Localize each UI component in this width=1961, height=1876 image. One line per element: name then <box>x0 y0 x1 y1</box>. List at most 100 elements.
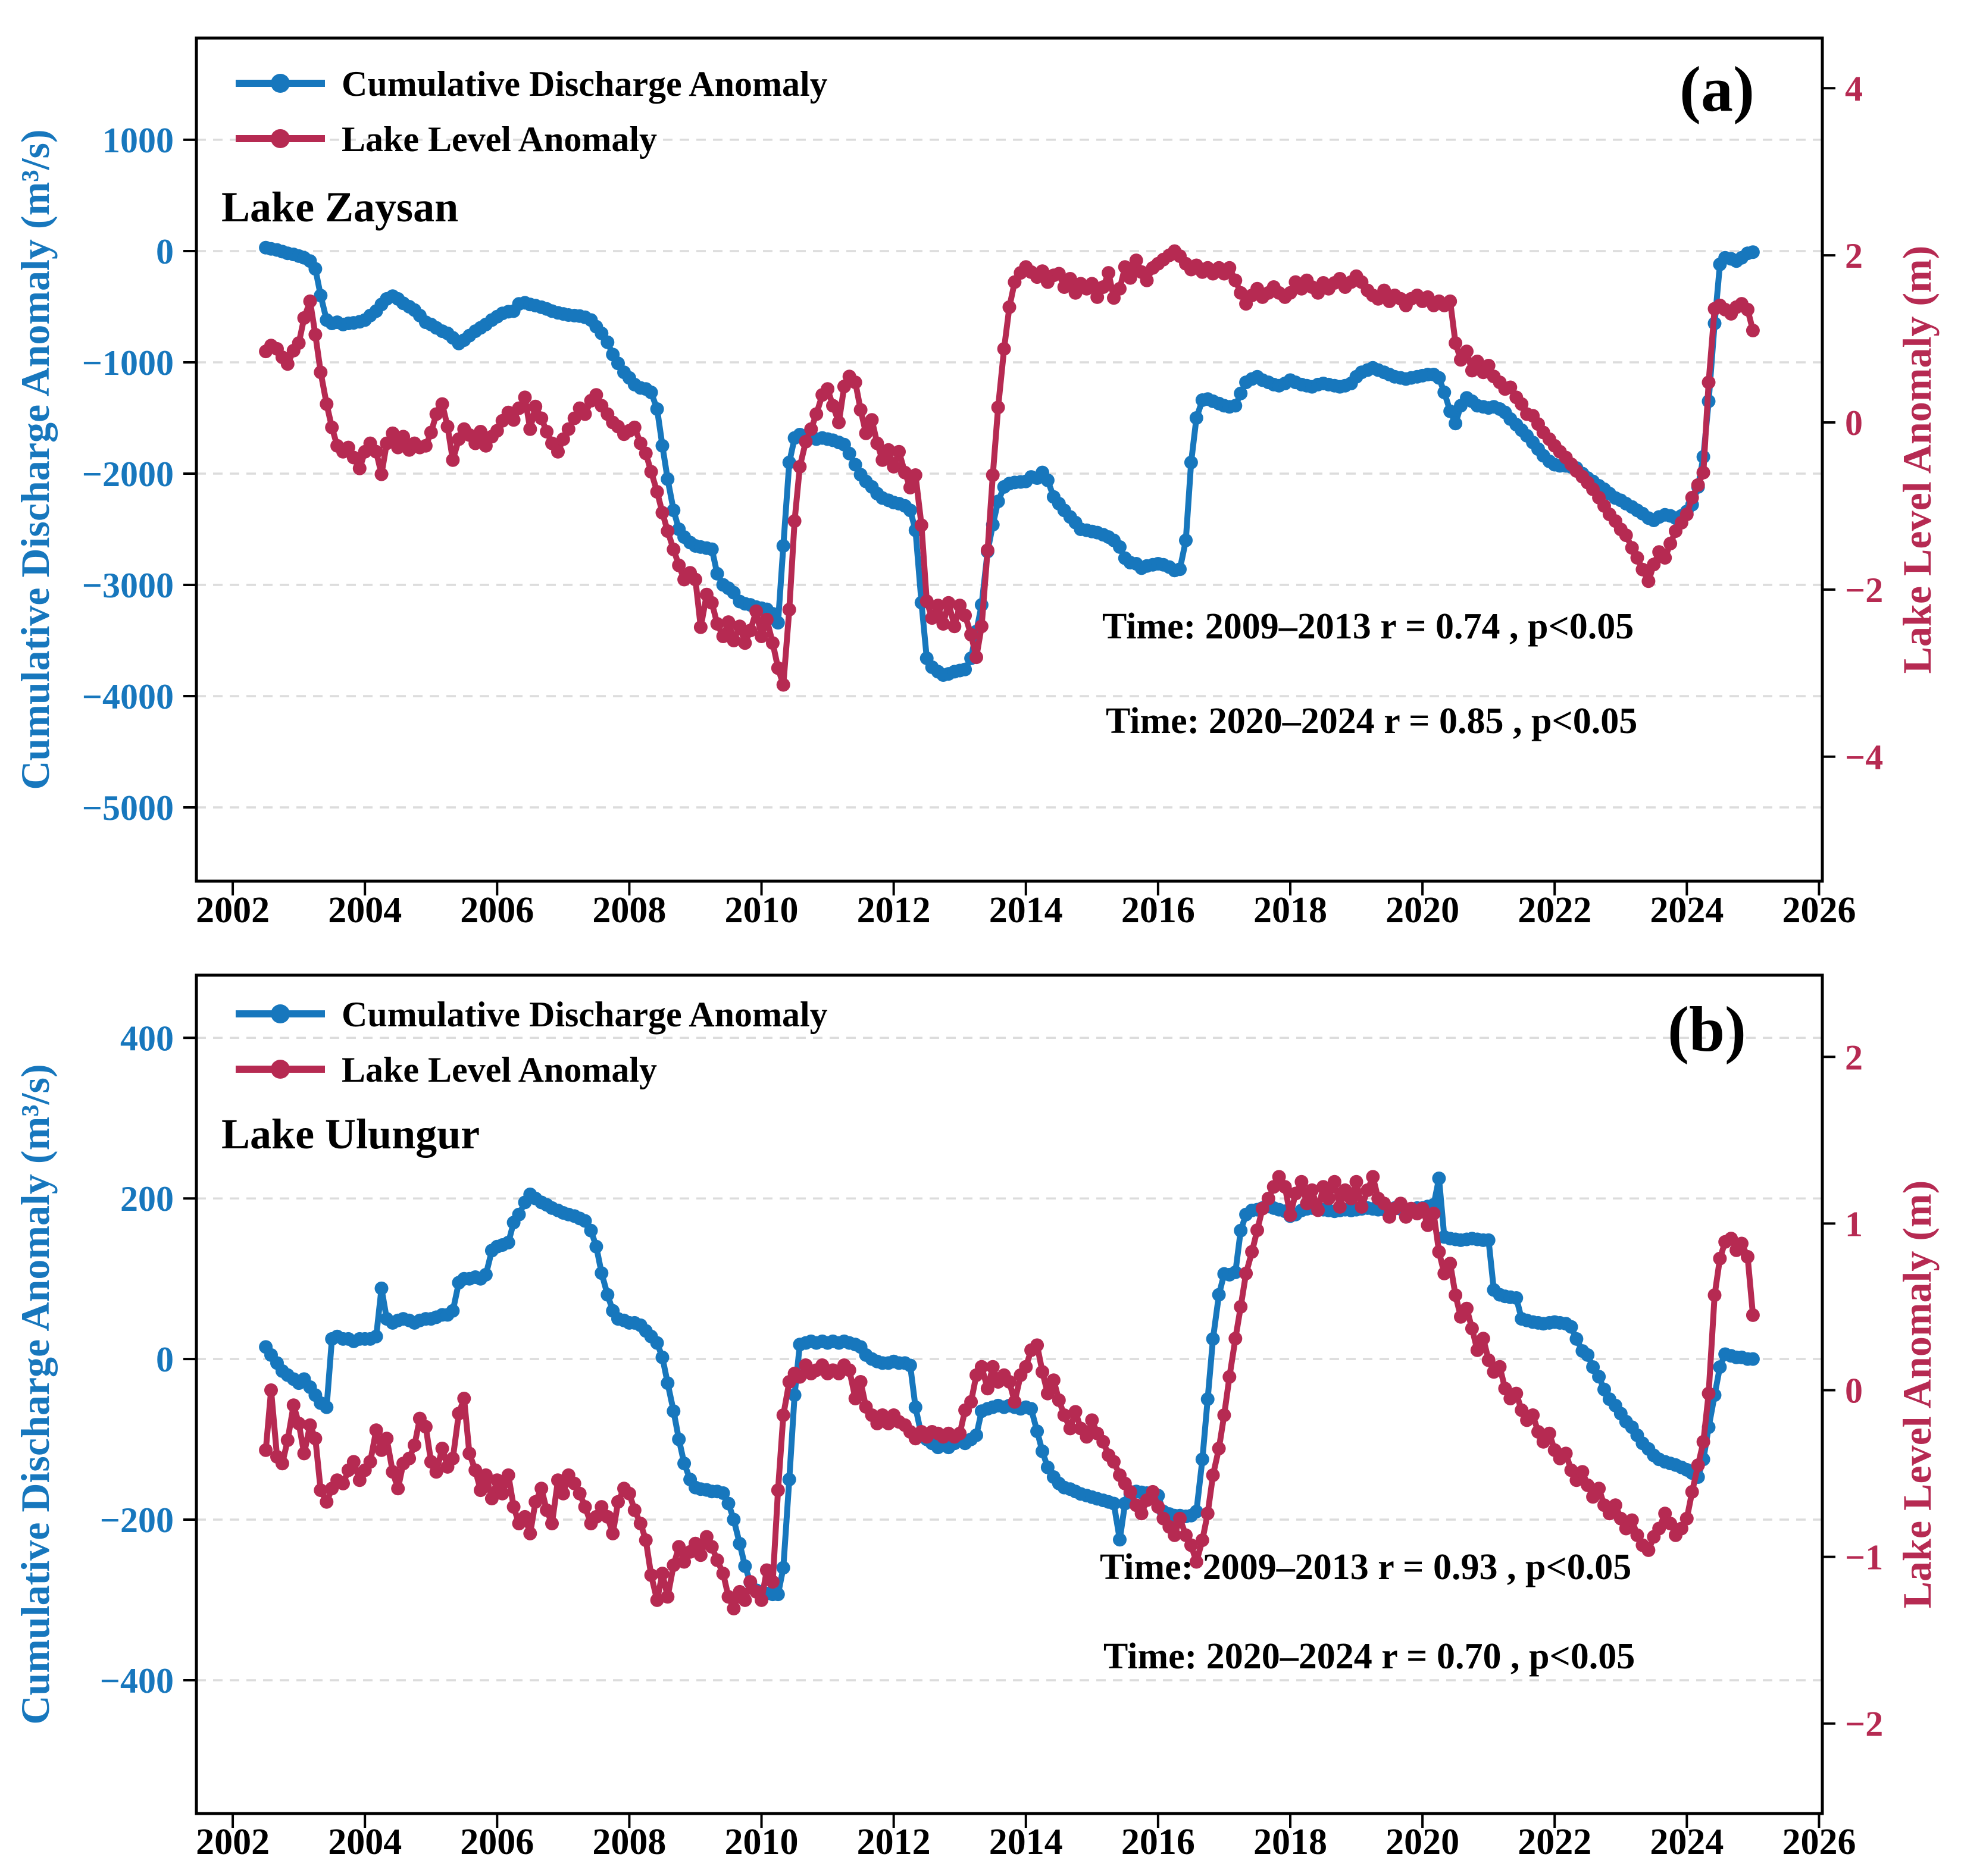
data-point <box>1542 1426 1556 1440</box>
data-point <box>1052 267 1066 281</box>
series-red-a <box>259 244 1760 692</box>
data-point <box>1569 1332 1584 1346</box>
left-tick-label: −3000 <box>82 566 174 605</box>
data-point <box>693 1548 708 1562</box>
data-point <box>280 1433 295 1447</box>
data-point <box>308 262 323 276</box>
data-point <box>325 420 339 434</box>
data-point <box>1581 1348 1595 1362</box>
data-point <box>1222 1370 1237 1384</box>
data-point <box>518 390 532 405</box>
left-tick-label: 0 <box>156 1340 174 1379</box>
data-point <box>1123 1484 1137 1499</box>
data-point <box>1222 261 1237 275</box>
data-point <box>1443 404 1458 418</box>
data-point <box>1294 1175 1309 1189</box>
data-point <box>1129 253 1143 268</box>
data-point <box>1090 290 1105 304</box>
x-tick-label: 2012 <box>857 1822 931 1862</box>
data-point <box>848 375 862 390</box>
data-point <box>1134 1507 1149 1521</box>
data-point <box>1608 1498 1622 1512</box>
data-point <box>551 1473 565 1487</box>
data-point <box>1509 1291 1524 1305</box>
data-point <box>875 453 890 467</box>
data-point <box>727 1602 741 1615</box>
data-point <box>1503 380 1518 394</box>
data-point <box>650 485 664 499</box>
data-point <box>1707 1288 1722 1302</box>
data-point <box>611 1495 625 1509</box>
legend-item-red: Lake Level Anomaly <box>236 1050 657 1089</box>
data-point <box>1470 1343 1484 1357</box>
data-point <box>710 617 724 631</box>
data-point <box>1080 1430 1094 1444</box>
data-point <box>1746 324 1760 337</box>
data-point <box>369 1329 383 1343</box>
data-point <box>534 1482 549 1496</box>
data-point <box>1327 1175 1341 1189</box>
data-point <box>308 1432 323 1446</box>
data-point <box>320 397 334 411</box>
x-tick-label: 2008 <box>592 1822 666 1862</box>
data-point <box>672 1540 686 1554</box>
data-point <box>1146 1484 1160 1499</box>
data-point <box>1724 1232 1738 1246</box>
data-point <box>1663 1517 1678 1531</box>
data-point <box>1344 1191 1358 1205</box>
data-point <box>528 399 543 414</box>
data-point <box>804 422 818 436</box>
data-point <box>1702 375 1716 390</box>
data-point <box>727 1512 741 1527</box>
data-point <box>545 1517 559 1531</box>
x-tick-label: 2024 <box>1650 1822 1724 1862</box>
right-tick-label: −1 <box>1845 1538 1883 1577</box>
data-point <box>369 444 383 459</box>
data-point <box>689 1536 702 1551</box>
data-point <box>518 1509 532 1524</box>
data-point <box>1696 1435 1710 1449</box>
data-point <box>936 617 950 631</box>
data-point <box>1085 277 1099 291</box>
data-point <box>1741 302 1754 317</box>
data-point <box>1228 1332 1243 1346</box>
data-point <box>402 1451 417 1465</box>
data-point <box>870 436 884 450</box>
x-tick-label: 2016 <box>1121 890 1195 931</box>
data-point <box>1559 1446 1573 1461</box>
left-tick-label: 400 <box>120 1019 174 1058</box>
x-tick-label: 2024 <box>1650 890 1724 931</box>
data-point <box>721 1590 736 1604</box>
data-point <box>386 426 400 440</box>
data-point <box>787 1388 802 1402</box>
data-point <box>1184 1538 1198 1552</box>
data-point <box>903 503 917 518</box>
left-tick-label: 200 <box>120 1179 174 1219</box>
data-point <box>908 468 922 482</box>
data-point <box>667 1404 681 1418</box>
data-point <box>1349 1175 1363 1189</box>
data-point <box>1288 1186 1303 1201</box>
data-point <box>1278 1180 1292 1194</box>
data-point <box>919 594 934 608</box>
data-point <box>964 628 978 642</box>
data-point <box>380 436 394 450</box>
data-point <box>622 1486 636 1501</box>
data-point <box>710 566 724 581</box>
data-point <box>457 1392 471 1405</box>
data-point <box>759 612 774 627</box>
data-point <box>386 1465 400 1479</box>
data-point <box>1377 283 1391 297</box>
data-point <box>308 328 323 342</box>
x-tick-label: 2016 <box>1121 1822 1195 1862</box>
legend-item-blue: Cumulative Discharge Anomaly <box>236 995 828 1034</box>
data-point <box>997 342 1011 356</box>
data-point <box>1619 528 1633 543</box>
x-tick-label: 2026 <box>1782 890 1856 931</box>
data-point <box>1481 359 1496 372</box>
data-point <box>1575 1465 1590 1479</box>
data-point <box>667 503 681 518</box>
legend-marker <box>271 74 290 93</box>
data-point <box>942 596 956 610</box>
